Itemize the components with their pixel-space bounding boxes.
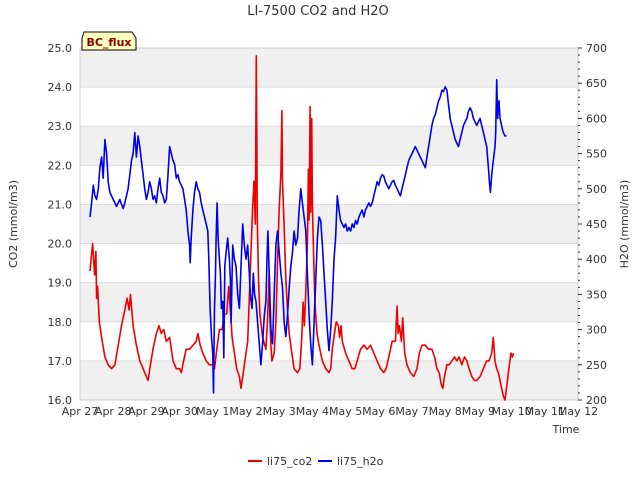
band-4 [80,360,578,400]
x-tick-label: May 2 [229,405,262,418]
legend: li75_co2 li75_h2o [248,455,384,468]
x-tick-label: May 5 [329,405,362,418]
y-left-tick-label: 22.0 [48,159,73,172]
x-axis-label: Time [552,423,580,436]
x-tick-label: May 4 [296,405,329,418]
y-left-tick-label: 21.0 [48,198,73,211]
y-left-tick-label: 17.0 [48,355,73,368]
right-axis: 200 250 300 350 400 450 500 550 600 650 700 [578,42,607,407]
series-line-li75_h2o [89,78,507,394]
y-right-tick-label: 650 [586,77,607,90]
x-tick-label: Apr 30 [161,405,198,418]
x-tick-label: Apr 28 [95,405,132,418]
series-li75-h2o [89,78,507,394]
y-left-tick-label: 16.0 [48,394,73,407]
x-tick-label: Apr 27 [62,405,99,418]
legend-label-li75_h2o: li75_h2o [337,455,384,468]
series-line-li75_co2 [89,55,515,401]
band-1 [80,204,578,244]
x-tick-label: May 7 [395,405,428,418]
x-tick-label: May 12 [558,405,598,418]
band-3 [80,48,578,88]
chart-title: LI-7500 CO2 and H2O [247,4,389,19]
y-left-tick-label: 23.0 [48,120,73,133]
y-left-tick-label: 20.0 [48,238,73,251]
x-tick-label: May 6 [362,405,395,418]
series-li75-co2 [89,55,515,401]
y-left-tick-label: 18.0 [48,316,73,329]
y-right-tick-label: 200 [586,394,607,407]
y-left-tick-label: 24.0 [48,81,73,94]
x-tick-label: May 9 [462,405,495,418]
y-axis-left-label: CO2 (mmol/m3) [7,180,20,268]
x-tick-label: May 10 [491,405,531,418]
legend-label-li75_co2: li75_co2 [267,455,312,468]
x-tick-label: May 3 [263,405,296,418]
x-tick-label: Apr 29 [128,405,165,418]
y-left-tick-label: 19.0 [48,277,73,290]
y-axis-right-label: H2O (mmol/m3) [618,180,631,269]
badge-box [81,31,137,51]
y-left-tick-label: 25.0 [48,42,73,55]
y-right-tick-label: 400 [586,253,607,266]
site-badge: BC_flux [81,31,137,51]
y-right-tick-label: 250 [586,359,607,372]
y-right-tick-label: 300 [586,324,607,337]
y-right-tick-label: 500 [586,183,607,196]
y-right-tick-label: 700 [586,42,607,55]
x-tick-label: May 8 [429,405,462,418]
band-0 [80,282,578,322]
x-tick-label: May 11 [525,405,565,418]
y-right-tick-label: 450 [586,218,607,231]
y-right-tick-label: 600 [586,112,607,125]
badge-label: BC_flux [86,36,131,49]
y-right-tick-label: 350 [586,288,607,301]
left-axis: 16.0 17.0 18.0 19.0 20.0 21.0 22.0 23.0 24.0 25.0 [48,42,73,407]
y-right-tick-label: 550 [586,148,607,161]
x-tick-label: May 1 [196,405,229,418]
background-bands [80,48,578,400]
